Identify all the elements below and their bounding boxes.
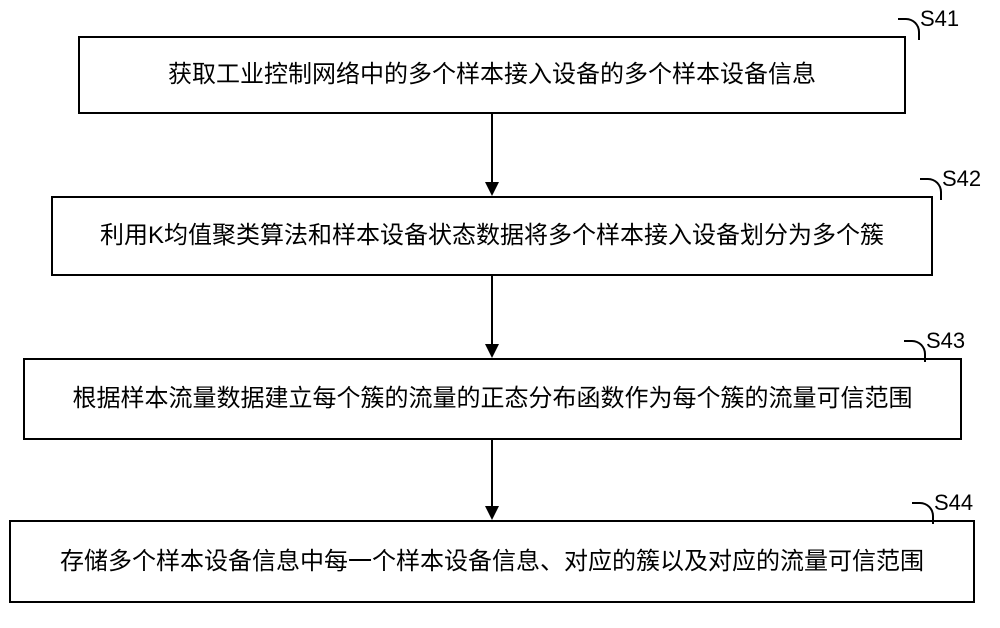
arrow-s42-s43-head [485,344,499,358]
step-s42-tick [920,178,942,200]
step-s44-tick [912,502,934,524]
step-s43-box: 根据样本流量数据建立每个簇的流量的正态分布函数作为每个簇的流量可信范围 [23,358,962,440]
arrow-s43-s44-shaft [491,440,493,506]
step-s44-text: 存储多个样本设备信息中每一个样本设备信息、对应的簇以及对应的流量可信范围 [60,546,924,577]
step-s43-tick [904,340,926,362]
arrow-s42-s43-shaft [491,276,493,344]
flowchart-canvas: 获取工业控制网络中的多个样本接入设备的多个样本设备信息 S41 利用K均值聚类算… [0,0,1000,628]
step-s44-box: 存储多个样本设备信息中每一个样本设备信息、对应的簇以及对应的流量可信范围 [9,520,975,603]
step-s44-label: S44 [934,490,973,516]
step-s41-label: S41 [920,6,959,32]
step-s43-label: S43 [926,328,965,354]
arrow-s43-s44-head [485,506,499,520]
step-s41-box: 获取工业控制网络中的多个样本接入设备的多个样本设备信息 [78,36,906,114]
step-s42-text: 利用K均值聚类算法和样本设备状态数据将多个样本接入设备划分为多个簇 [100,220,884,251]
step-s43-text: 根据样本流量数据建立每个簇的流量的正态分布函数作为每个簇的流量可信范围 [73,383,913,414]
arrow-s41-s42-shaft [491,114,493,182]
step-s42-box: 利用K均值聚类算法和样本设备状态数据将多个样本接入设备划分为多个簇 [51,196,933,276]
step-s41-text: 获取工业控制网络中的多个样本接入设备的多个样本设备信息 [168,59,816,90]
arrow-s41-s42-head [485,182,499,196]
step-s42-label: S42 [942,166,981,192]
step-s41-tick [898,18,920,40]
